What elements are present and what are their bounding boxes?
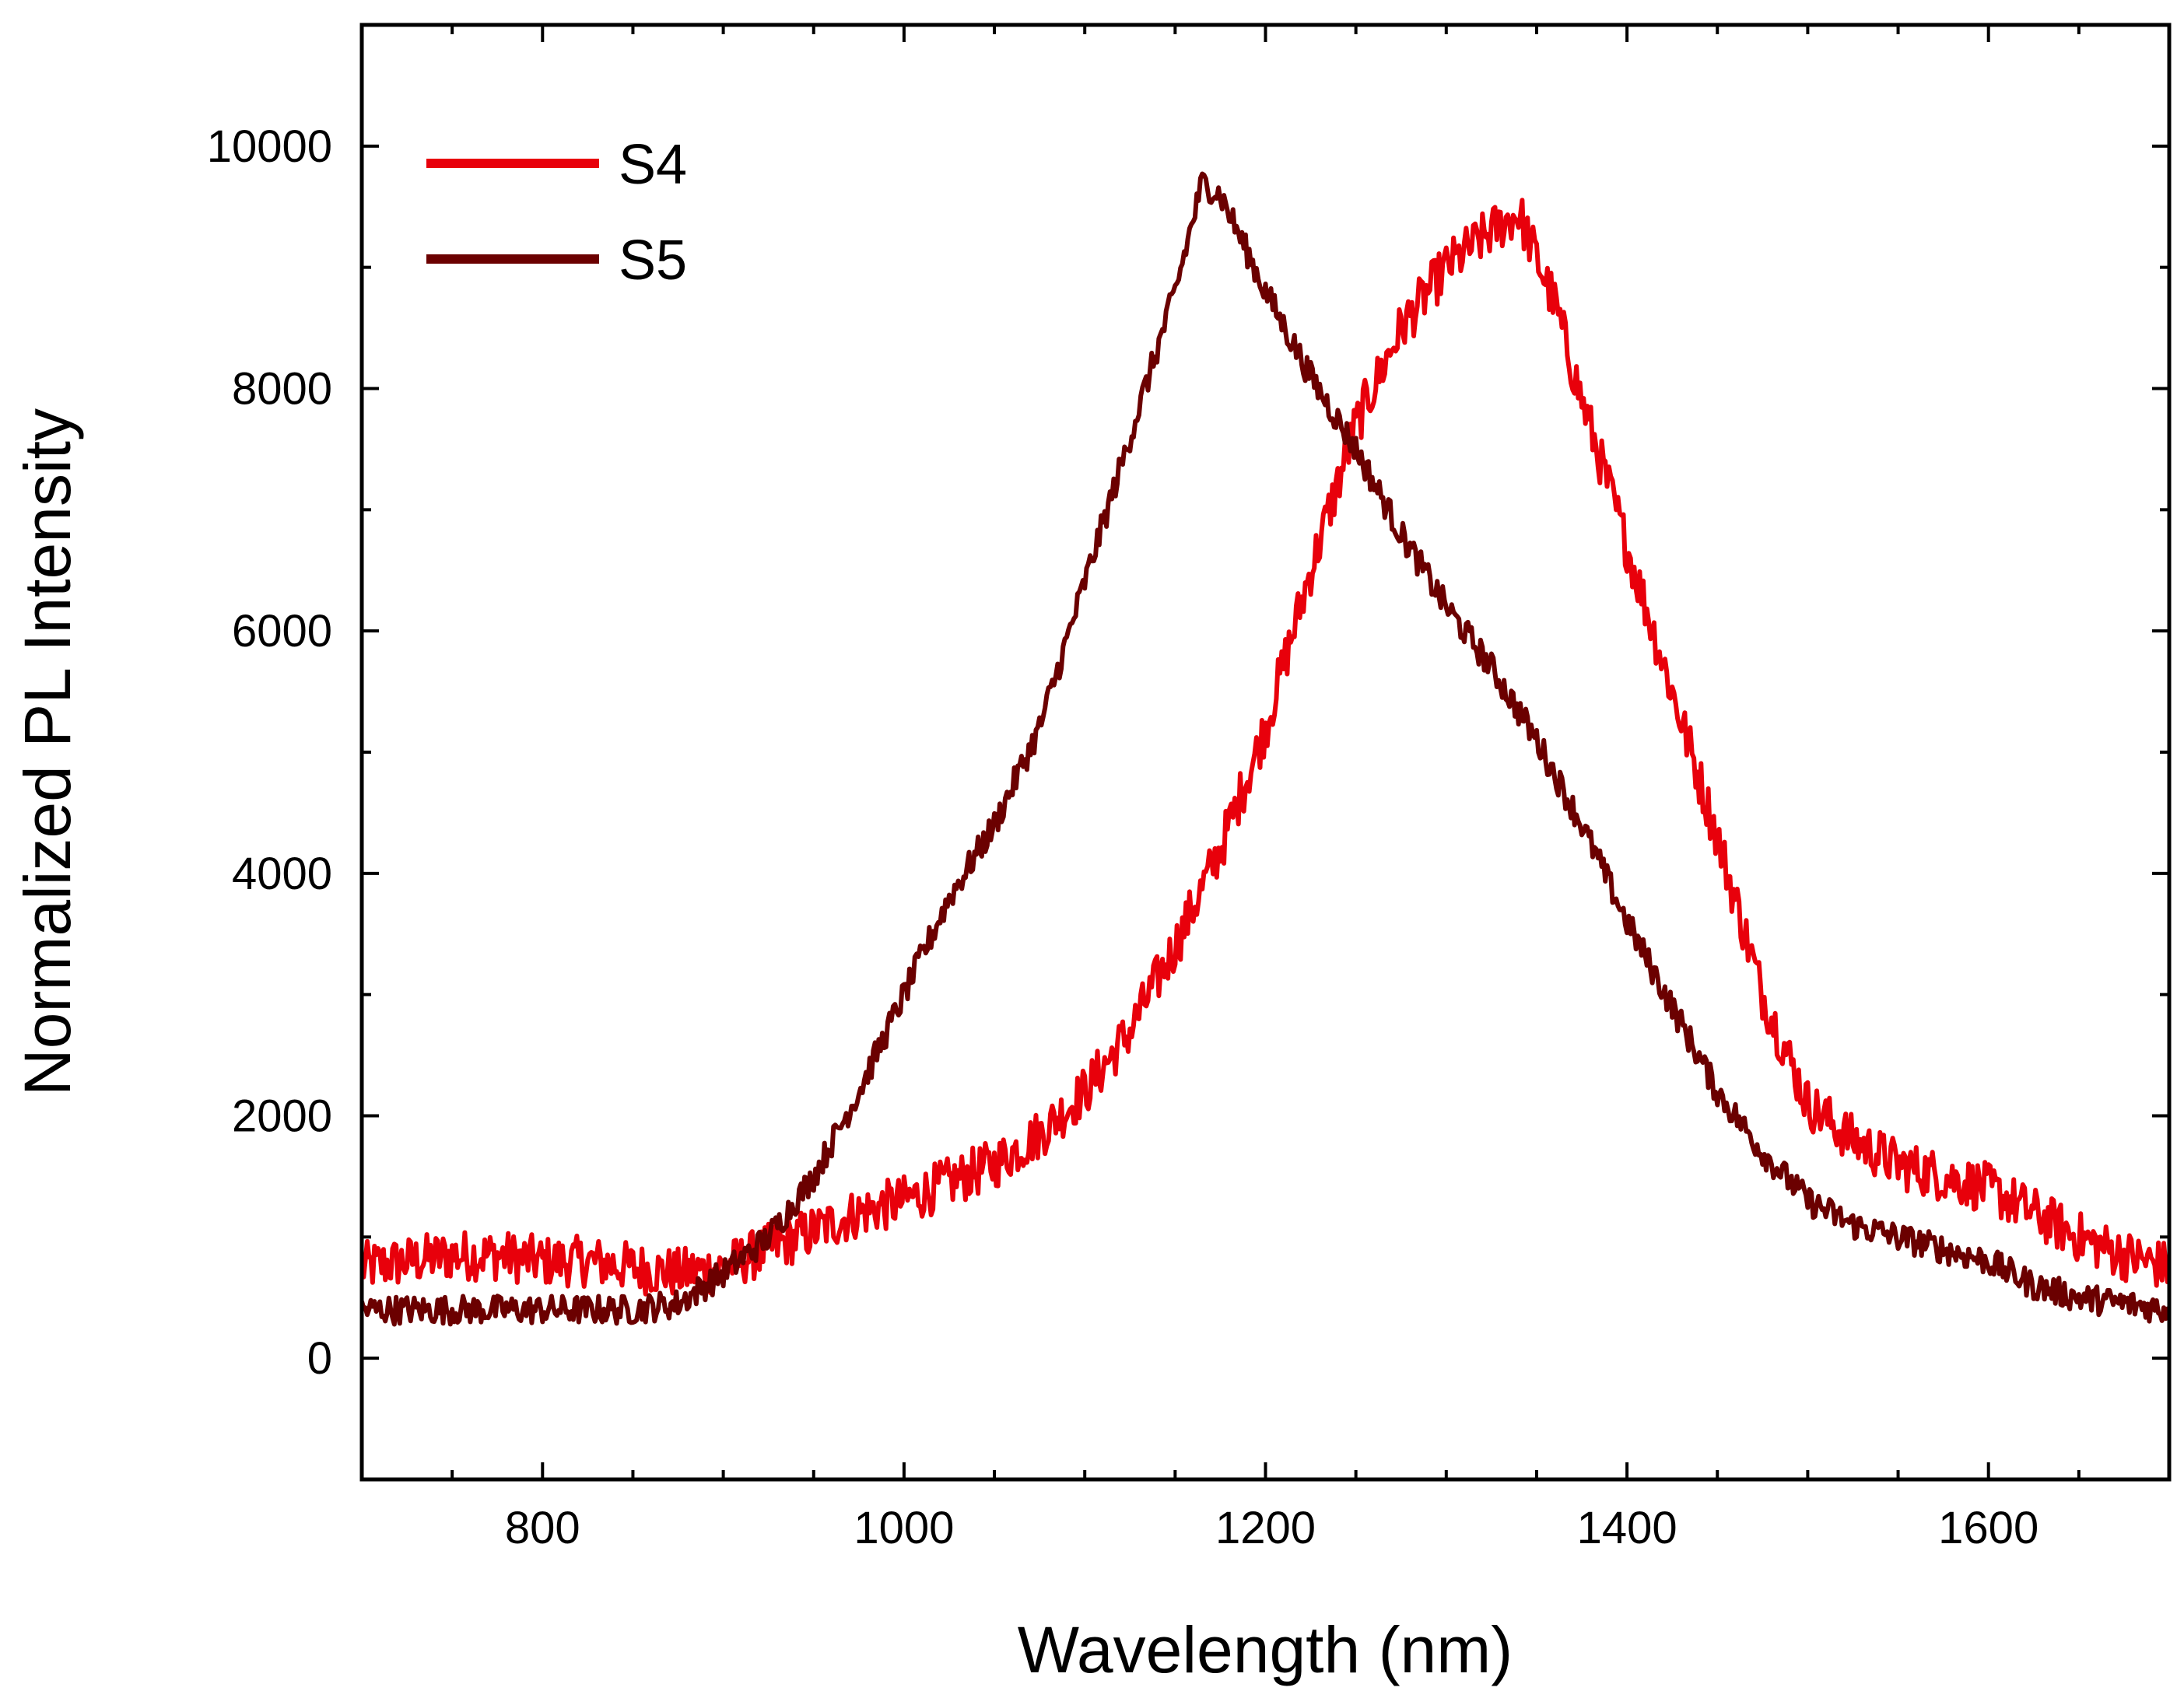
y-tick-label: 6000 xyxy=(232,606,332,656)
legend-label-s5: S5 xyxy=(619,229,687,292)
legend: S4 S5 xyxy=(426,134,687,292)
x-tick-label: 1000 xyxy=(854,1503,954,1553)
legend-label-s4: S4 xyxy=(619,134,687,196)
series-layer xyxy=(362,171,2169,1327)
y-tick-label: 0 xyxy=(307,1333,332,1384)
x-tick-label: 1400 xyxy=(1577,1503,1677,1553)
x-tick-label: 1200 xyxy=(1215,1503,1316,1553)
x-tick-label: 1600 xyxy=(1938,1503,2039,1553)
y-tick-label: 10000 xyxy=(207,121,332,172)
series-line-s5 xyxy=(362,171,2169,1327)
x-tick-label: 800 xyxy=(505,1503,580,1553)
x-axis-title: Wavelength (nm) xyxy=(1018,1613,1513,1686)
ticks-layer: 800 1000 1200 1400 1600 0 2000 4000 6000 8000 1000… xyxy=(207,23,2171,1553)
y-axis-title: Normalized PL Intensity xyxy=(11,408,84,1096)
y-tick-label: 2000 xyxy=(232,1091,332,1142)
y-tick-label: 8000 xyxy=(232,364,332,415)
series-line-s4 xyxy=(362,198,2169,1297)
y-tick-label: 4000 xyxy=(232,849,332,899)
